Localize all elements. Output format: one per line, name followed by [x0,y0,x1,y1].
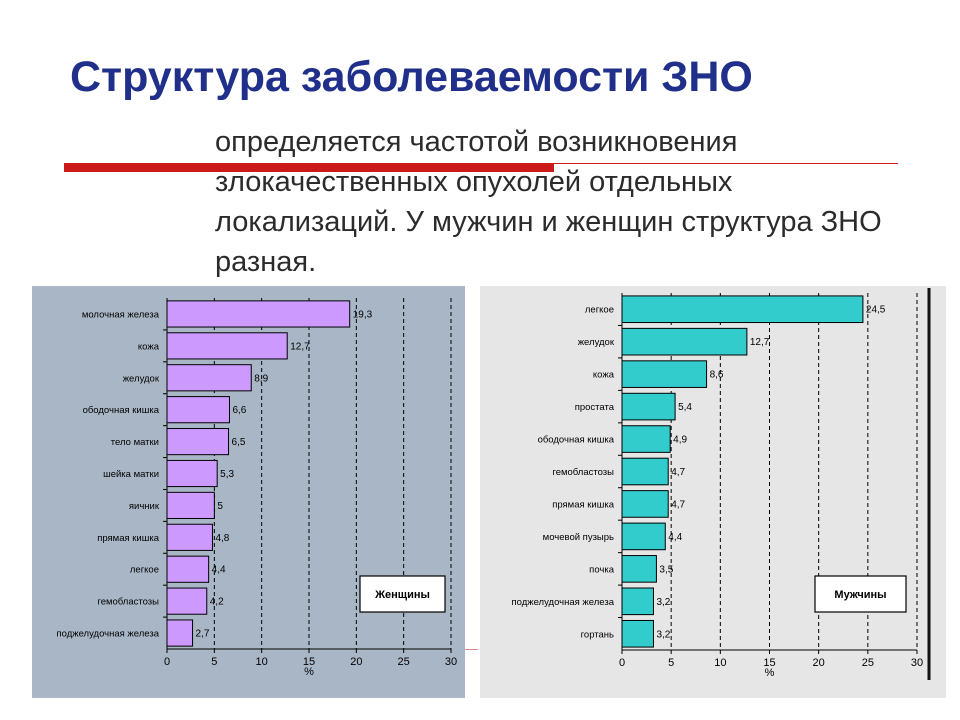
data-label: 5,4 [678,402,692,413]
category-label: поджелудочная железа [56,629,159,640]
bar [621,295,864,324]
category-label: желудок [578,337,615,348]
x-tick-label: 10 [256,656,268,668]
legend-box [359,575,446,613]
bar [166,332,288,360]
x-tick-label: 15 [763,657,775,669]
data-label: 4,7 [671,467,685,478]
x-tick-label: 0 [164,656,170,668]
x-tick-label: 30 [911,657,923,669]
category-label: кожа [593,370,615,381]
category-label: почка [589,564,615,575]
data-label: 8,6 [710,370,724,381]
title-underline [64,163,554,172]
category-label: ободочная кишка [83,405,160,416]
category-label: гортань [581,629,614,640]
category-label: легкое [130,565,159,576]
data-label: 4,9 [673,435,687,446]
bar [166,428,230,456]
data-label: 3,5 [659,564,673,575]
legend-box [814,575,907,613]
category-label: желудок [123,373,160,384]
data-label: 4,4 [668,532,682,543]
bar [166,491,215,519]
bar [166,396,230,424]
bar [621,587,654,616]
category-label: кожа [138,341,160,352]
category-label: тело матки [111,437,159,448]
bar [166,459,218,488]
title-underline-thin [554,163,898,164]
category-label: поджелудочная железа [511,597,614,608]
category-label: гемобластозы [97,597,159,608]
x-tick-label: 5 [668,657,674,669]
x-tick-label: 5 [211,656,217,668]
category-label: ободочная кишка [538,435,615,446]
x-tick-label: 30 [445,656,457,668]
bar [166,555,210,583]
bar [166,587,208,615]
data-label: 4,2 [210,597,224,608]
bar [166,300,351,328]
data-label: 4,8 [215,533,229,544]
category-label: простата [575,402,615,413]
data-label: 4,4 [212,565,226,576]
men-chart-panel: 0 5 10 15 20 25 30% легкое 24,5 желудок 12,7 кожа 8,… [480,286,946,698]
category-label: шейка матки [103,469,159,480]
data-label: 12,7 [750,337,770,348]
bar [621,457,669,486]
bar [166,523,213,551]
data-label: 8,9 [254,373,268,384]
women-incidence-chart: 0 5 10 15 20 25 30% молочная железа 19,3 кожа 12,7… [32,286,465,698]
data-label: 5,3 [220,469,234,480]
x-tick-label: 0 [619,657,625,669]
category-label: молочная железа [82,309,160,320]
x-tick-label: 25 [398,656,410,668]
bar [621,360,708,388]
men-incidence-chart: 0 5 10 15 20 25 30% легкое 24,5 желудок 12,7 кожа 8,… [480,286,946,698]
data-label: 6,6 [232,405,246,416]
category-label: прямая кишка [552,499,615,510]
category-label: яичник [129,501,160,512]
x-axis-label: % [765,667,775,679]
data-label: 19,3 [353,309,373,320]
legend-label: Женщины [374,589,430,601]
data-label: 5 [217,501,223,512]
bar [621,522,666,551]
slide-subtitle: определяется частотой возникновения злок… [215,126,882,278]
bar [621,555,657,583]
bar [621,425,671,453]
bar [621,327,748,356]
data-label: 2,7 [196,629,210,640]
data-label: 12,7 [290,341,310,352]
data-label: 3,2 [656,629,670,640]
category-label: мочевой пузырь [543,532,614,543]
category-label: гемобластозы [552,467,614,478]
category-label: легкое [585,305,614,316]
x-tick-label: 20 [350,656,362,668]
x-tick-label: 15 [303,656,315,668]
x-tick-label: 25 [862,657,874,669]
bar [166,364,252,392]
x-tick-label: 10 [714,657,726,669]
x-axis-label: % [304,666,314,678]
category-label: прямая кишка [97,533,160,544]
data-label: 6,5 [232,437,246,448]
bar [621,619,654,648]
data-label: 24,5 [866,305,886,316]
x-tick-label: 20 [813,657,825,669]
legend-label: Мужчины [834,589,886,601]
data-label: 3,2 [656,597,670,608]
women-chart-panel: 0 5 10 15 20 25 30% молочная железа 19,3 кожа 12,7… [32,286,465,698]
data-label: 4,7 [671,499,685,510]
bar [621,490,669,518]
slide-title: Структура заболеваемости ЗНО [70,53,753,101]
bar [166,619,194,647]
bar [621,392,676,421]
decorative-line [464,649,478,650]
